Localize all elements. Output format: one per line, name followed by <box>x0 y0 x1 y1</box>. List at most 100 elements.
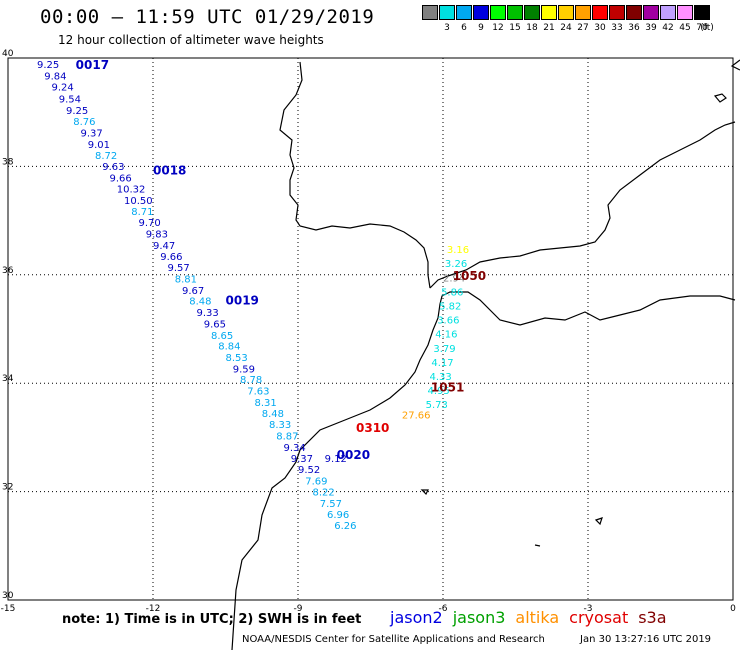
jason2-reading: 8.31 <box>255 398 277 409</box>
jason2-reading: 7.63 <box>247 387 269 398</box>
latitude-tick-label: 40 <box>2 49 14 59</box>
jason2-reading: 9.54 <box>59 94 81 105</box>
color-scale-tick: 70 <box>696 23 708 33</box>
color-swatch <box>490 5 506 20</box>
s3a-reading: 4.17 <box>431 358 453 369</box>
track-id-label: 0310 <box>356 421 389 435</box>
color-scale-tick: 24 <box>560 23 572 33</box>
coastline-portugal <box>231 291 736 650</box>
s3a-reading: 4.33 <box>429 372 451 383</box>
jason2-reading: 7.69 <box>305 477 327 488</box>
jason2-reading: 8.22 <box>313 487 335 498</box>
jason2-reading: 9.66 <box>110 174 132 185</box>
coastline-iberia <box>279 61 736 289</box>
color-scale-tick: 18 <box>526 23 538 33</box>
jason2-reading: 9.63 <box>102 162 124 173</box>
color-scale-tick: 30 <box>594 23 606 33</box>
jason2-reading: 6.96 <box>327 510 349 521</box>
longitude-tick-label: -6 <box>439 604 448 614</box>
color-swatch <box>626 5 642 20</box>
jason2-reading: 9.37 <box>291 454 313 465</box>
s3a-reading: 2.94 <box>443 273 465 284</box>
longitude-tick-label: -15 <box>1 604 16 614</box>
s3a-reading: 5.73 <box>426 400 448 411</box>
s3a-reading: 3.16 <box>447 245 469 256</box>
color-swatch <box>541 5 557 20</box>
jason2-reading: 9.84 <box>44 72 66 83</box>
jason2-reading: 8.71 <box>131 207 153 218</box>
coastline <box>231 59 740 650</box>
jason2-reading: 9.33 <box>197 308 219 319</box>
color-scale-tick: 27 <box>577 23 589 33</box>
jason2-reading: 8.33 <box>269 420 291 431</box>
jason2-reading: 9.52 <box>298 465 320 476</box>
latitude-tick-label: 30 <box>2 591 14 601</box>
jason2-reading: 8.81 <box>175 274 197 285</box>
s3a-reading: 3.66 <box>437 316 459 327</box>
track-id-label: 0017 <box>76 58 109 72</box>
jason2-reading: 8.48 <box>262 409 284 420</box>
jason2-reading: 8.76 <box>73 117 95 128</box>
jason2-reading: 10.50 <box>124 196 153 207</box>
track-id-label: 1050 <box>453 269 486 283</box>
color-swatch <box>592 5 608 20</box>
satellite-legend-s3a: s3a <box>638 608 667 627</box>
jason2-reading: 8.53 <box>226 353 248 364</box>
satellite-legend-jason3: jason3 <box>452 608 506 627</box>
credit-text: NOAA/NESDIS Center for Satellite Applica… <box>242 634 545 645</box>
color-swatch <box>575 5 591 20</box>
note-text: note: 1) Time is in UTC; 2) SWH is in fe… <box>62 612 362 627</box>
jason2-reading: 8.65 <box>211 331 233 342</box>
track-id-label: 0020 <box>337 448 370 462</box>
latitude-tick-label: 32 <box>2 483 13 493</box>
track-id-label: 1051 <box>431 380 464 394</box>
longitude-tick-label: -12 <box>146 604 161 614</box>
s3a-reading: 4.95 <box>428 386 450 397</box>
color-swatch <box>422 5 438 20</box>
color-swatch <box>507 5 523 20</box>
s3a-reading: 5.86 <box>441 287 463 298</box>
color-swatch <box>660 5 676 20</box>
map-border <box>7 57 734 601</box>
color-scale-tick: 33 <box>611 23 623 33</box>
color-swatch <box>456 5 472 20</box>
timestamp-text: Jan 30 13:27:16 UTC 2019 <box>580 634 712 645</box>
coastline-islands <box>420 489 603 547</box>
color-scale-tick: 21 <box>543 23 555 33</box>
color-swatch <box>558 5 574 20</box>
color-swatch <box>439 5 455 20</box>
jason2-reading: 9.59 <box>233 364 255 375</box>
s3a-reading: 4.16 <box>435 330 457 341</box>
jason2-reading: 9.47 <box>153 241 175 252</box>
jason2-reading: 8.84 <box>218 342 240 353</box>
map-subtitle: 12 hour collection of altimeter wave hei… <box>58 33 324 47</box>
color-scale-tick: 45 <box>679 23 691 33</box>
color-swatch <box>524 5 540 20</box>
jason2-reading: 8.78 <box>240 375 262 386</box>
jason2-reading: 9.67 <box>182 286 204 297</box>
latitude-tick-label: 34 <box>2 374 14 384</box>
jason2-reading: 9.70 <box>139 218 161 229</box>
longitude-tick-label: -3 <box>584 604 593 614</box>
jason2-reading: 8.72 <box>95 151 117 162</box>
satellite-legend: jason2 jason3 altika cryosat s3a <box>390 608 677 627</box>
longitude-tick-label: -9 <box>294 604 303 614</box>
coastline-balearic <box>713 59 740 103</box>
track-labels: 0017 0018 0019 0020 0310 1050 1051 <box>76 58 486 462</box>
satellite-legend-altika: altika <box>515 608 560 627</box>
color-swatch <box>473 5 489 20</box>
color-scale-tick: 6 <box>461 23 467 33</box>
s3a-reading: 27.66 <box>402 410 431 421</box>
color-swatch <box>694 5 710 20</box>
color-scale-tick: 3 <box>444 23 450 33</box>
jason2-reading: 6.26 <box>334 521 356 532</box>
jason2-reading: 9.57 <box>168 263 190 274</box>
jason2-reading: 9.34 <box>284 443 306 454</box>
map-frame: -15 -12 -9 -6 -3 0 40 38 36 34 32 30 <box>1 49 736 614</box>
color-scale-tick: 36 <box>628 23 640 33</box>
track-id-label: 0019 <box>226 294 259 308</box>
longitude-tick-label: 0 <box>730 604 736 614</box>
color-swatch <box>677 5 693 20</box>
color-swatch <box>609 5 625 20</box>
